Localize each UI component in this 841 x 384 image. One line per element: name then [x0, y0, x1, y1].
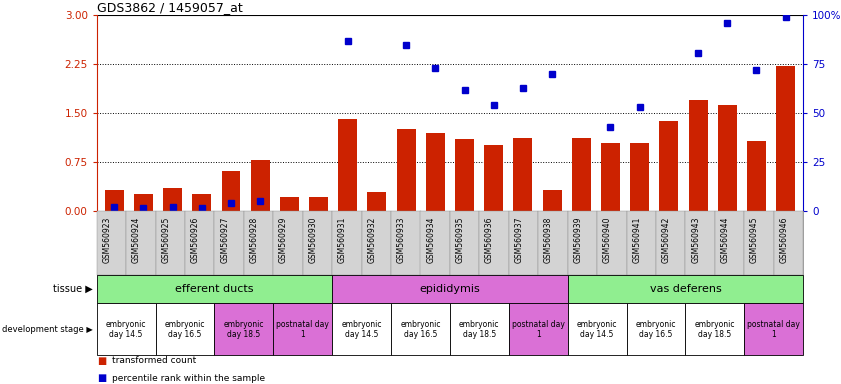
Bar — [397, 129, 415, 211]
Text: GDS3862 / 1459057_at: GDS3862 / 1459057_at — [97, 1, 242, 14]
Text: GSM560946: GSM560946 — [780, 216, 788, 263]
Bar — [309, 197, 328, 211]
Text: GSM560925: GSM560925 — [161, 216, 170, 263]
Text: GSM560937: GSM560937 — [515, 216, 523, 263]
Text: embryonic
day 14.5: embryonic day 14.5 — [106, 319, 146, 339]
Text: GSM560942: GSM560942 — [662, 216, 670, 263]
Text: embryonic
day 18.5: embryonic day 18.5 — [459, 319, 500, 339]
Text: embryonic
day 14.5: embryonic day 14.5 — [341, 319, 382, 339]
Bar — [221, 171, 241, 211]
Text: GSM560931: GSM560931 — [338, 216, 346, 263]
Text: postnatal day
1: postnatal day 1 — [512, 319, 564, 339]
Bar — [776, 66, 795, 211]
Text: GSM560927: GSM560927 — [220, 216, 229, 263]
Bar — [338, 119, 357, 211]
Text: GSM560939: GSM560939 — [574, 216, 582, 263]
Text: GSM560923: GSM560923 — [103, 216, 111, 263]
Text: embryonic
day 18.5: embryonic day 18.5 — [695, 319, 735, 339]
Bar — [193, 194, 211, 211]
Bar — [368, 192, 387, 211]
Text: development stage ▶: development stage ▶ — [2, 325, 93, 334]
Text: GSM560932: GSM560932 — [368, 216, 376, 263]
Text: GSM560929: GSM560929 — [279, 216, 288, 263]
Bar — [280, 197, 299, 211]
Bar — [484, 145, 503, 211]
Text: tissue ▶: tissue ▶ — [53, 284, 93, 294]
Text: efferent ducts: efferent ducts — [175, 284, 254, 294]
Text: embryonic
day 16.5: embryonic day 16.5 — [636, 319, 676, 339]
Text: postnatal day
1: postnatal day 1 — [277, 319, 329, 339]
Bar — [134, 194, 153, 211]
Text: GSM560945: GSM560945 — [750, 216, 759, 263]
Text: GSM560940: GSM560940 — [603, 216, 611, 263]
Text: ■: ■ — [97, 373, 106, 383]
Text: embryonic
day 18.5: embryonic day 18.5 — [224, 319, 264, 339]
Text: GSM560938: GSM560938 — [544, 216, 553, 263]
Text: GSM560928: GSM560928 — [250, 216, 259, 263]
Text: GSM560930: GSM560930 — [309, 216, 318, 263]
Text: percentile rank within the sample: percentile rank within the sample — [112, 374, 265, 383]
Text: GSM560941: GSM560941 — [632, 216, 641, 263]
Text: GSM560924: GSM560924 — [132, 216, 140, 263]
Text: ■: ■ — [97, 356, 106, 366]
Text: transformed count: transformed count — [112, 356, 196, 366]
Bar — [251, 160, 270, 211]
Bar — [717, 106, 737, 211]
Bar — [689, 100, 707, 211]
Text: GSM560943: GSM560943 — [691, 216, 700, 263]
Text: GSM560933: GSM560933 — [397, 216, 405, 263]
Text: vas deferens: vas deferens — [649, 284, 722, 294]
Text: epididymis: epididymis — [420, 284, 480, 294]
Text: GSM560944: GSM560944 — [721, 216, 729, 263]
Bar — [630, 143, 649, 211]
Text: postnatal day
1: postnatal day 1 — [748, 319, 800, 339]
Bar — [747, 141, 766, 211]
Bar — [455, 139, 474, 211]
Bar — [163, 189, 182, 211]
Text: GSM560926: GSM560926 — [191, 216, 199, 263]
Bar — [542, 190, 562, 211]
Bar — [572, 138, 590, 211]
Bar — [601, 143, 620, 211]
Text: GSM560934: GSM560934 — [426, 216, 436, 263]
Text: embryonic
day 16.5: embryonic day 16.5 — [165, 319, 205, 339]
Text: GSM560935: GSM560935 — [456, 216, 464, 263]
Text: embryonic
day 16.5: embryonic day 16.5 — [400, 319, 441, 339]
Text: GSM560936: GSM560936 — [485, 216, 494, 263]
Bar — [105, 190, 124, 211]
Bar — [659, 121, 679, 211]
Bar — [513, 138, 532, 211]
Bar — [426, 133, 445, 211]
Text: embryonic
day 14.5: embryonic day 14.5 — [577, 319, 617, 339]
